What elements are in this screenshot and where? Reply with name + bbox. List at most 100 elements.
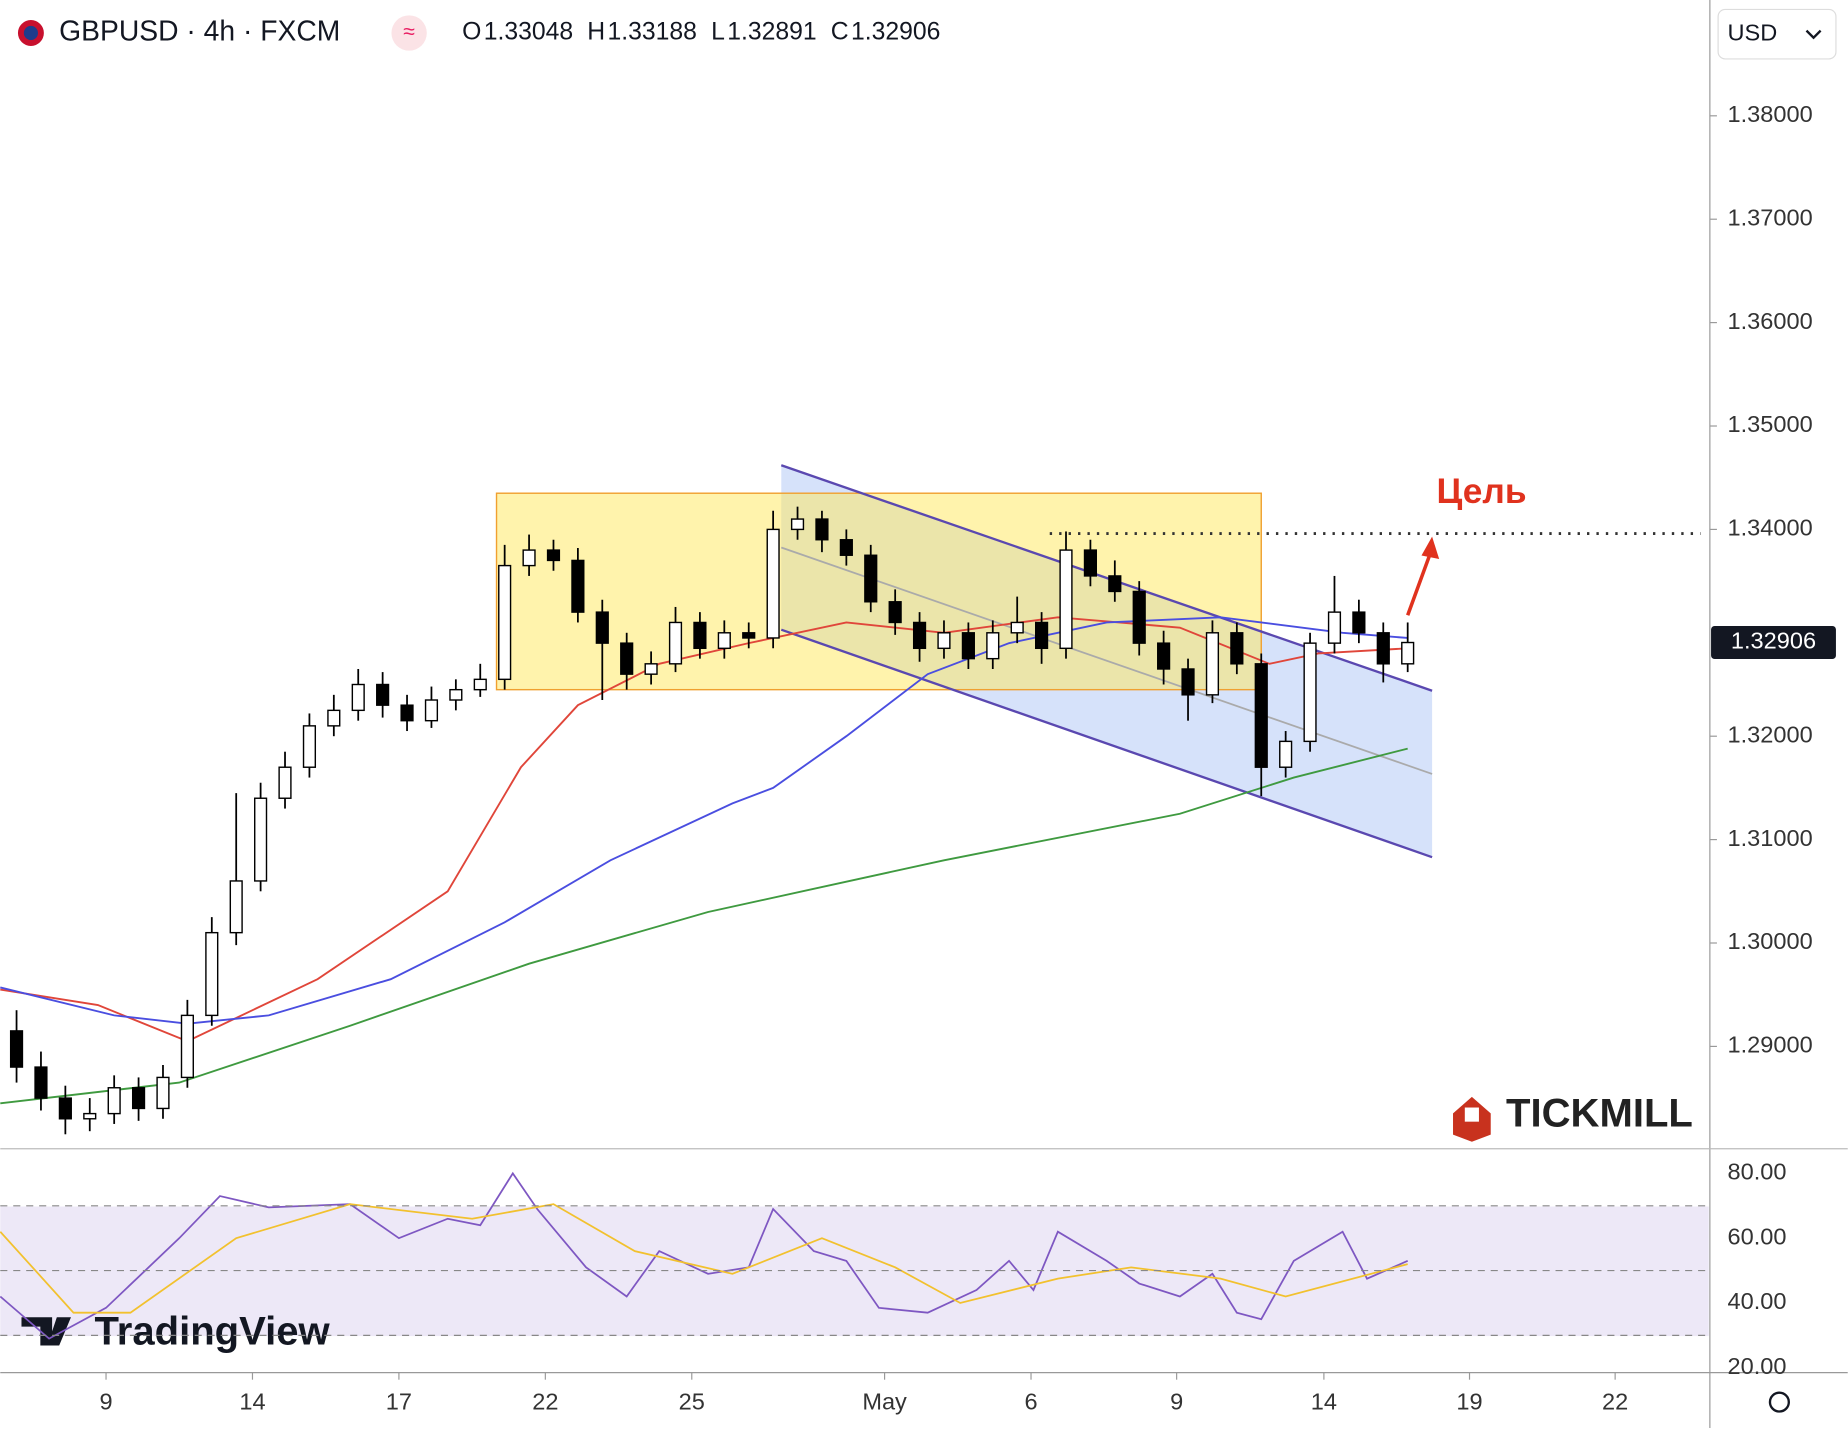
channel-line bbox=[780, 628, 1433, 859]
header: GBPUSD · 4h · FXCM ≈ O 1.33048 H 1.33188 L 1.… bbox=[17, 14, 940, 51]
y-tick-label: 1.36000 bbox=[1728, 308, 1813, 334]
y-tick-label: 1.30000 bbox=[1728, 928, 1813, 954]
candle-body bbox=[986, 632, 1000, 660]
target-label: Цель bbox=[1437, 472, 1527, 511]
candle-body bbox=[229, 880, 243, 934]
candle-body bbox=[424, 699, 439, 722]
candle-body bbox=[839, 539, 853, 556]
candle-body bbox=[815, 518, 829, 541]
candle-body bbox=[546, 549, 561, 562]
candle-body bbox=[693, 621, 707, 650]
candle-body bbox=[1157, 642, 1171, 670]
symbol[interactable]: GBPUSD · 4h · FXCM bbox=[59, 14, 340, 46]
x-tick-label: 22 bbox=[532, 1388, 558, 1414]
x-tick-label: 14 bbox=[1311, 1388, 1337, 1414]
indicator-icon[interactable] bbox=[391, 15, 427, 51]
candle-body bbox=[1059, 549, 1073, 650]
ohlc-value: 1.32891 bbox=[727, 19, 816, 46]
candle-body bbox=[668, 621, 683, 665]
price-tag-label: 1.32906 bbox=[1731, 628, 1816, 654]
chevron bbox=[1805, 29, 1822, 40]
candle-body bbox=[522, 549, 536, 567]
ohlc-value: 1.33048 bbox=[484, 19, 573, 46]
ma-line bbox=[0, 616, 1408, 1025]
candle-body bbox=[1083, 549, 1098, 577]
candle-body bbox=[790, 518, 805, 531]
y-tick-label: 1.31000 bbox=[1728, 825, 1813, 851]
candle-body bbox=[937, 632, 951, 650]
candle-body bbox=[1352, 611, 1366, 634]
candle-body bbox=[1401, 641, 1415, 665]
candle-body bbox=[9, 1030, 24, 1068]
x-tick-label: 14 bbox=[239, 1388, 265, 1414]
candle-body bbox=[717, 632, 731, 650]
candle-body bbox=[1034, 621, 1049, 650]
x-tick-label: 6 bbox=[1024, 1388, 1037, 1414]
ohlc-label: L bbox=[711, 19, 725, 46]
candle-body bbox=[400, 704, 414, 722]
candle-body bbox=[107, 1087, 121, 1115]
ohlc-label: C bbox=[831, 19, 849, 46]
candle-body bbox=[1181, 668, 1195, 696]
candle-body bbox=[180, 1014, 194, 1079]
price-tag bbox=[1711, 626, 1836, 660]
arrow-head bbox=[1421, 536, 1440, 560]
candle-body bbox=[1108, 575, 1122, 593]
x-tick-label: 9 bbox=[1170, 1388, 1183, 1414]
candle-body bbox=[1376, 632, 1390, 665]
settings-icon[interactable] bbox=[1768, 1391, 1790, 1413]
ma-line bbox=[0, 747, 1408, 1105]
candle-body bbox=[1279, 740, 1293, 768]
y-tick-label: 1.38000 bbox=[1728, 101, 1813, 127]
channel-mid bbox=[780, 546, 1433, 775]
target-arrow bbox=[1406, 547, 1434, 616]
ma-line bbox=[0, 1203, 1408, 1314]
currency-select[interactable] bbox=[1717, 8, 1837, 60]
candle-body bbox=[156, 1076, 170, 1110]
candle-body bbox=[254, 797, 268, 882]
candle-body bbox=[351, 683, 365, 712]
candle-body bbox=[1303, 642, 1317, 743]
candle-body bbox=[912, 621, 927, 650]
ohlc-label: O bbox=[462, 19, 481, 46]
candle-body bbox=[742, 632, 756, 639]
ohlc-label: H bbox=[587, 19, 605, 46]
brand: TICKMILL bbox=[1506, 1091, 1693, 1135]
y-tick-label: 40.00 bbox=[1728, 1288, 1787, 1314]
y-tick-label: 1.35000 bbox=[1728, 411, 1813, 437]
candle-body bbox=[58, 1097, 72, 1120]
candle-body bbox=[327, 709, 341, 727]
candle-body bbox=[83, 1112, 97, 1120]
x-tick-label: 19 bbox=[1456, 1388, 1482, 1414]
platform: TradingView bbox=[95, 1309, 331, 1353]
candle-body bbox=[1327, 611, 1342, 644]
flag-icon-inner bbox=[23, 25, 38, 41]
indicator-glyph: ≈ bbox=[403, 21, 415, 44]
candle-body bbox=[473, 678, 487, 691]
ohlc-value: 1.33188 bbox=[608, 19, 697, 46]
y-tick-label: 1.32000 bbox=[1728, 721, 1813, 747]
currency: USD bbox=[1728, 19, 1778, 45]
candle-body bbox=[1230, 632, 1244, 665]
candle-body bbox=[302, 725, 317, 768]
y-tick-label: 1.37000 bbox=[1728, 204, 1813, 230]
candle-body bbox=[620, 642, 634, 675]
candle-body bbox=[376, 683, 390, 706]
candle-body bbox=[1010, 621, 1024, 634]
candle-body bbox=[205, 931, 219, 1017]
candle-body bbox=[1254, 663, 1268, 768]
candle-body bbox=[961, 632, 975, 660]
x-tick-label: 9 bbox=[99, 1388, 112, 1414]
x-tick-label: May bbox=[862, 1388, 907, 1414]
y-tick-label: 20.00 bbox=[1728, 1353, 1787, 1379]
x-tick-label: 17 bbox=[386, 1388, 412, 1414]
candle-body bbox=[498, 564, 512, 681]
y-tick-label: 60.00 bbox=[1728, 1223, 1787, 1249]
ma-line bbox=[0, 1171, 1409, 1340]
x-tick-label: 22 bbox=[1602, 1388, 1628, 1414]
candle-body bbox=[571, 559, 585, 613]
candle-body bbox=[449, 688, 463, 701]
candle-body bbox=[131, 1087, 146, 1110]
